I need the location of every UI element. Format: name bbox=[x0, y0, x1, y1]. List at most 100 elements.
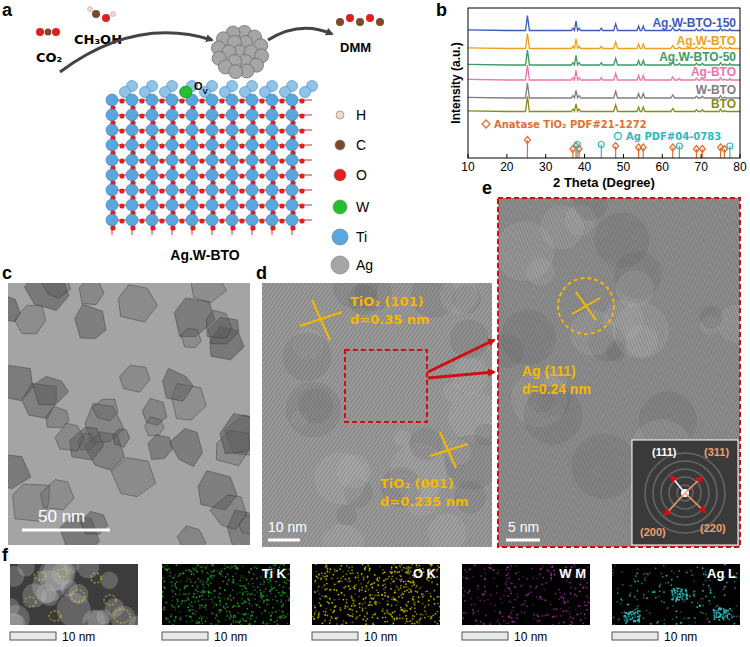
signal-dot bbox=[211, 577, 213, 579]
signal-dot bbox=[256, 591, 258, 593]
signal-dot bbox=[230, 595, 232, 597]
reactant: CH₃OH bbox=[74, 32, 122, 47]
signal-dot bbox=[176, 598, 178, 600]
signal-dot bbox=[225, 576, 227, 578]
o-atom bbox=[299, 203, 304, 208]
fringe bbox=[390, 341, 492, 547]
fringe bbox=[293, 283, 492, 547]
fringe bbox=[605, 198, 740, 547]
ti-atom bbox=[286, 199, 298, 211]
signal-dot bbox=[287, 613, 289, 615]
signal-dot bbox=[171, 585, 173, 587]
signal-dot bbox=[409, 620, 411, 622]
particle bbox=[206, 310, 232, 338]
signal-dot bbox=[412, 618, 414, 620]
signal-dot bbox=[208, 591, 210, 593]
signal-dot bbox=[190, 609, 192, 611]
fringe bbox=[264, 283, 491, 547]
signal-dot bbox=[176, 587, 178, 589]
signal-dot bbox=[320, 605, 322, 607]
reference-stick bbox=[702, 149, 703, 158]
o-atom bbox=[179, 173, 184, 178]
signal-dot bbox=[241, 589, 243, 591]
reference-marker bbox=[699, 146, 705, 153]
signal-dot bbox=[405, 580, 407, 582]
o-atom bbox=[52, 28, 60, 36]
particle bbox=[210, 495, 247, 530]
signal-dot bbox=[415, 586, 417, 588]
annotation: TiO₂ (101) bbox=[350, 294, 424, 309]
signal-dot bbox=[437, 623, 439, 625]
signal-dot bbox=[179, 617, 181, 619]
signal-dot bbox=[192, 620, 194, 622]
signal-dot bbox=[363, 598, 365, 600]
eds-map bbox=[162, 564, 290, 625]
ti-atom bbox=[106, 154, 118, 166]
signal-dot bbox=[285, 600, 287, 602]
signal-dot bbox=[163, 607, 165, 609]
particle bbox=[41, 283, 71, 298]
ti-atom bbox=[166, 109, 178, 121]
fringe bbox=[356, 317, 492, 547]
signal-dot bbox=[410, 582, 412, 584]
ti-atom bbox=[266, 214, 278, 226]
signal-dot bbox=[198, 621, 200, 623]
fringe bbox=[631, 198, 740, 547]
signal-dot bbox=[396, 571, 398, 573]
ti-atom bbox=[166, 214, 178, 226]
signal-dot bbox=[224, 568, 226, 570]
signal-dot bbox=[351, 621, 353, 623]
x-tick-label: 60 bbox=[656, 160, 670, 174]
signal-dot bbox=[202, 581, 204, 583]
signal-dot bbox=[218, 596, 220, 598]
signal-dot bbox=[230, 568, 232, 570]
pattern-line bbox=[468, 65, 740, 80]
signal-dot bbox=[235, 621, 237, 623]
zoom-frame bbox=[498, 198, 740, 547]
signal-dot bbox=[232, 576, 234, 578]
dmm-atom bbox=[346, 14, 354, 22]
signal-dot bbox=[201, 595, 203, 597]
signal-dot bbox=[312, 616, 314, 618]
fringe bbox=[376, 332, 492, 547]
dmm-atom bbox=[376, 18, 384, 26]
signal-dot bbox=[194, 601, 196, 603]
o-atom bbox=[179, 113, 184, 118]
signal-dot bbox=[336, 570, 338, 572]
signal-dot bbox=[279, 609, 281, 611]
o-atom bbox=[279, 128, 284, 133]
x-tick-label: 30 bbox=[539, 160, 553, 174]
signal-dot bbox=[317, 590, 319, 592]
signal-dot bbox=[282, 604, 284, 606]
signal-dot bbox=[213, 602, 215, 604]
signal-dot bbox=[370, 584, 372, 586]
signal-dot bbox=[331, 617, 333, 619]
ti-atom bbox=[246, 94, 258, 106]
reference-stick bbox=[615, 146, 616, 158]
o-atom bbox=[259, 173, 264, 178]
particle bbox=[75, 304, 106, 338]
signal-dot bbox=[227, 574, 229, 576]
signal-dot bbox=[355, 577, 357, 579]
signal-dot bbox=[179, 611, 181, 613]
signal-dot bbox=[197, 585, 199, 587]
signal-dot bbox=[288, 580, 290, 582]
signal-dot bbox=[228, 566, 230, 568]
signal-dot bbox=[409, 608, 411, 610]
fringe bbox=[498, 198, 647, 547]
annotation-mark bbox=[300, 312, 342, 326]
ti-atom bbox=[206, 184, 218, 196]
signal-dot bbox=[392, 612, 394, 614]
reference-stick bbox=[638, 148, 639, 159]
o-atom bbox=[130, 225, 135, 230]
x-axis-title: 2 Theta (Degree) bbox=[553, 175, 655, 190]
signal-dot bbox=[242, 603, 244, 605]
signal-dot bbox=[318, 615, 320, 617]
particle-outline bbox=[104, 595, 116, 605]
ti-atom bbox=[146, 124, 158, 136]
fringe bbox=[285, 283, 492, 547]
signal-dot bbox=[403, 581, 405, 583]
signal-dot bbox=[386, 621, 388, 623]
signal-dot bbox=[202, 606, 204, 608]
ti-atom bbox=[286, 154, 298, 166]
